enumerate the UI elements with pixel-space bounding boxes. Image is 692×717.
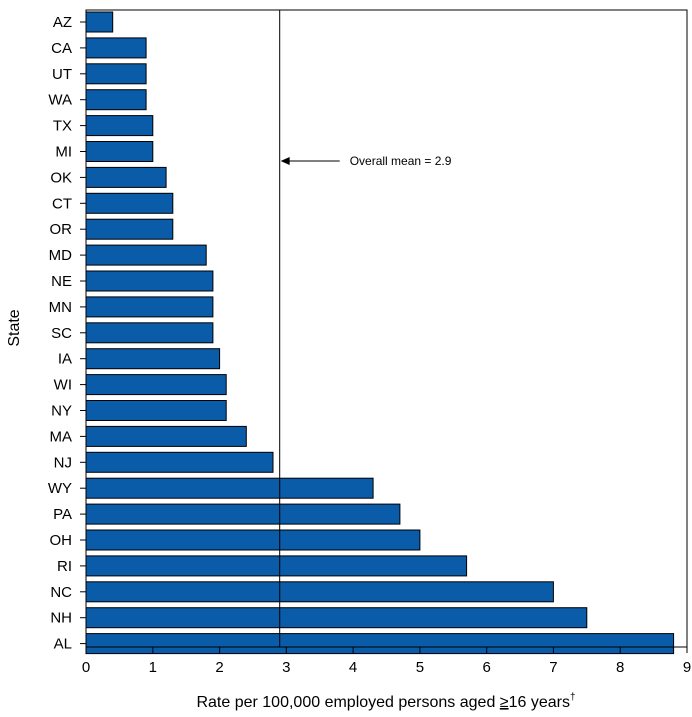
bar-ny — [85, 400, 227, 421]
y-axis-title: State — [6, 309, 23, 346]
x-tick-label-2: 2 — [215, 659, 223, 676]
bar-oh — [85, 529, 421, 551]
bar-ct — [85, 192, 174, 214]
mean-arrowhead — [280, 157, 290, 165]
mean-annotation: Overall mean = 2.9 — [280, 154, 452, 168]
x-tick-label-9: 9 — [683, 659, 691, 676]
bar-ri — [85, 555, 468, 577]
plot-frame — [85, 9, 688, 648]
x-tick-label-8: 8 — [616, 659, 624, 676]
x-tick-label-6: 6 — [483, 659, 491, 676]
y-tick-label-sc: SC — [51, 325, 72, 342]
y-tick-label-oh: OH — [50, 532, 73, 549]
bar-md — [85, 244, 207, 266]
y-tick-label-tx: TX — [53, 118, 72, 135]
bar-mn — [85, 296, 214, 318]
mean-label: Overall mean = 2.9 — [350, 154, 452, 168]
x-axis-title-ge: ≥ — [500, 694, 509, 711]
y-tick-label-nj: NJ — [54, 454, 72, 471]
bar-az — [85, 11, 114, 33]
bar-nc — [85, 581, 554, 603]
y-tick-label-mi: MI — [55, 144, 72, 161]
y-tick-label-mn: MN — [49, 299, 72, 316]
y-tick-label-ut: UT — [52, 66, 72, 83]
bar-pa — [85, 503, 401, 525]
y-tick-label-ne: NE — [51, 273, 72, 290]
x-axis-title-prefix: Rate per 100,000 employed persons aged — [196, 694, 499, 711]
bar-or — [85, 218, 174, 240]
y-tick-label-ia: IA — [58, 351, 72, 368]
bar-ne — [85, 270, 214, 292]
y-tick-label-ca: CA — [51, 40, 72, 57]
bar-ia — [85, 348, 221, 370]
bar-wa — [85, 89, 147, 111]
y-tick-label-or: OR — [50, 221, 73, 238]
y-tick-labels: AZ CA UT WA TX MI OK CT OR MD NE MN SC IA WI NY MA NJ WY PA… — [48, 14, 72, 653]
bar-al — [85, 633, 675, 655]
bar-ca — [85, 37, 147, 59]
y-tick-label-ok: OK — [50, 169, 72, 186]
y-tick-label-pa: PA — [53, 506, 72, 523]
bar-nh — [85, 607, 588, 629]
bar-tx — [85, 115, 154, 137]
y-tick-label-al: AL — [54, 636, 72, 653]
bar-sc — [85, 322, 214, 344]
x-tick-label-7: 7 — [549, 659, 557, 676]
y-tick-label-ri: RI — [57, 558, 72, 575]
bar-mi — [85, 141, 154, 162]
y-tick-label-nh: NH — [50, 610, 72, 627]
x-tick-label-1: 1 — [149, 659, 157, 676]
y-tick-label-md: MD — [49, 247, 72, 264]
bar-ma — [85, 425, 247, 447]
y-tick-label-nc: NC — [50, 584, 72, 601]
y-tick-label-wa: WA — [48, 92, 72, 109]
x-axis-title: Rate per 100,000 employed persons aged ≥… — [196, 692, 575, 711]
x-tick-labels: 0 1 2 3 4 5 6 7 8 9 — [82, 659, 691, 676]
bar-wi — [85, 374, 227, 396]
y-tick-marks — [80, 21, 86, 645]
x-tick-label-4: 4 — [349, 659, 357, 676]
x-axis-title-dagger: † — [570, 692, 576, 703]
bars-group — [85, 11, 675, 655]
x-tick-marks — [85, 647, 688, 653]
y-tick-label-wi: WI — [54, 377, 72, 394]
bar-nj — [85, 451, 274, 473]
y-tick-label-wy: WY — [48, 480, 72, 497]
x-tick-label-0: 0 — [82, 659, 90, 676]
y-tick-label-ma: MA — [50, 428, 73, 445]
bar-ut — [85, 63, 147, 85]
x-axis-title-num: 16 years — [509, 694, 570, 711]
y-tick-label-az: AZ — [53, 14, 72, 31]
x-tick-label-5: 5 — [416, 659, 424, 676]
x-tick-label-3: 3 — [282, 659, 290, 676]
y-tick-label-ct: CT — [52, 195, 72, 212]
bar-ok — [85, 166, 167, 188]
bar-wy — [85, 477, 374, 499]
y-tick-label-ny: NY — [51, 403, 72, 420]
